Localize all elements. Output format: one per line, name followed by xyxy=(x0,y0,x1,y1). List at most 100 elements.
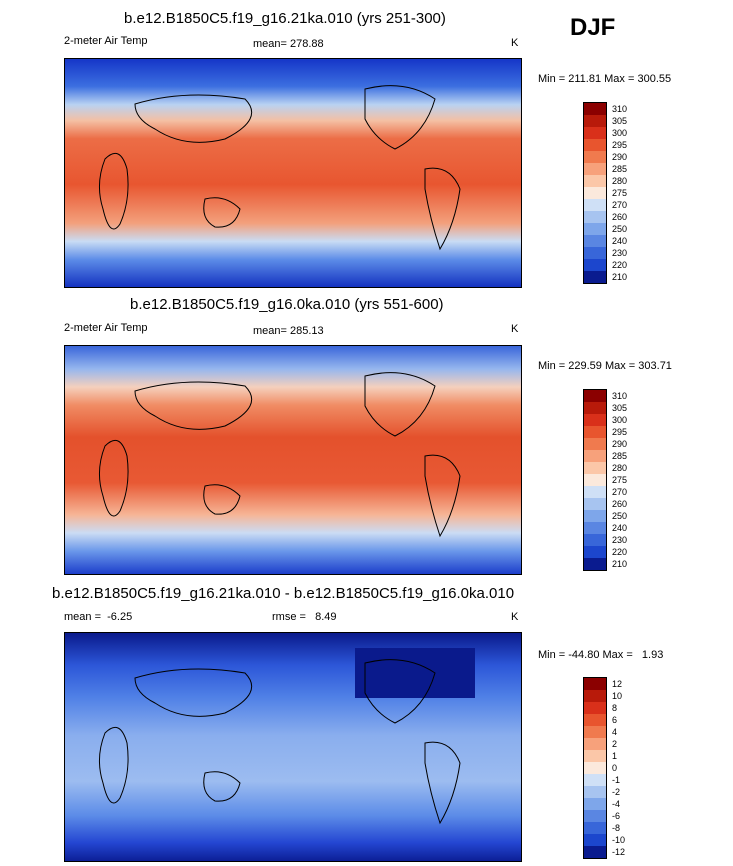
colorbar-tick-label: 285 xyxy=(612,164,628,174)
colorbar-tick-label: 250 xyxy=(612,224,628,234)
panel-1-units: K xyxy=(511,37,519,49)
panel-2-units: K xyxy=(511,323,519,335)
colorbar-tick-label: 220 xyxy=(612,547,628,557)
colorbar-tick-label: -8 xyxy=(612,823,621,833)
panel-1-mean: mean= 278.88 xyxy=(253,38,324,50)
colorbar-tick-label: 285 xyxy=(612,451,628,461)
colorbar-tick-label: 295 xyxy=(612,140,628,150)
colorbar-swatch xyxy=(584,247,606,260)
panel-2-title: b.e12.B1850C5.f19_g16.0ka.010 (yrs 551-6… xyxy=(130,296,444,313)
colorbar-tick-label: 240 xyxy=(612,236,628,246)
colorbar-tick-label: 290 xyxy=(612,152,628,162)
panel-3-mean: mean = -6.25 xyxy=(64,611,133,623)
colorbar-swatch xyxy=(584,786,606,799)
colorbar-tick-label: -12 xyxy=(612,847,626,857)
colorbar-tick-label: 6 xyxy=(612,715,618,725)
colorbar-swatch xyxy=(584,438,606,451)
colorbar-tick-label: 12 xyxy=(612,679,623,689)
colorbar-swatch xyxy=(584,486,606,499)
colorbar-swatch xyxy=(584,151,606,164)
colorbar-tick-label: 275 xyxy=(612,475,628,485)
panel-2-colorbar xyxy=(583,389,607,571)
season-label: DJF xyxy=(570,14,616,41)
colorbar-tick-label: 280 xyxy=(612,463,628,473)
colorbar-tick-label: 240 xyxy=(612,523,628,533)
colorbar-tick-label: 290 xyxy=(612,439,628,449)
colorbar-tick-label: 280 xyxy=(612,176,628,186)
colorbar-swatch xyxy=(584,798,606,811)
colorbar-swatch xyxy=(584,774,606,787)
colorbar-swatch xyxy=(584,235,606,248)
colorbar-tick-label: 250 xyxy=(612,511,628,521)
colorbar-tick-label: 2 xyxy=(612,739,618,749)
colorbar-swatch xyxy=(584,762,606,775)
panel-1-colorbar xyxy=(583,102,607,284)
colorbar-swatch xyxy=(584,726,606,739)
panel-2-variable-label: 2-meter Air Temp xyxy=(64,322,148,334)
panel-1-map xyxy=(64,58,522,288)
colorbar-tick-label: -4 xyxy=(612,799,621,809)
colorbar-swatch xyxy=(584,846,606,859)
colorbar-swatch xyxy=(584,546,606,559)
panel-1-colorbar-svg xyxy=(584,103,606,284)
panel-3-map-svg xyxy=(65,633,521,861)
panel-3-rmse: rmse = 8.49 xyxy=(272,611,337,623)
colorbar-tick-label: 230 xyxy=(612,535,628,545)
colorbar-swatch xyxy=(584,678,606,691)
colorbar-tick-label: 210 xyxy=(612,559,628,569)
colorbar-tick-label: 295 xyxy=(612,427,628,437)
colorbar-swatch xyxy=(584,822,606,835)
colorbar-tick-label: -6 xyxy=(612,811,621,821)
colorbar-swatch xyxy=(584,199,606,212)
panel-2-min-max: Min = 229.59 Max = 303.71 xyxy=(538,360,672,372)
colorbar-tick-label: 300 xyxy=(612,128,628,138)
colorbar-swatch xyxy=(584,402,606,415)
panel-2-colorbar-svg xyxy=(584,390,606,571)
panel-2-mean: mean= 285.13 xyxy=(253,325,324,337)
colorbar-swatch xyxy=(584,702,606,715)
colorbar-swatch xyxy=(584,834,606,847)
colorbar-swatch xyxy=(584,187,606,200)
colorbar-tick-label: -1 xyxy=(612,775,621,785)
colorbar-tick-label: 300 xyxy=(612,415,628,425)
colorbar-swatch xyxy=(584,738,606,751)
colorbar-tick-label: 260 xyxy=(612,212,628,222)
colorbar-swatch xyxy=(584,426,606,439)
panel-1-title: b.e12.B1850C5.f19_g16.21ka.010 (yrs 251-… xyxy=(124,10,446,27)
colorbar-swatch xyxy=(584,558,606,571)
panel-3-map xyxy=(64,632,522,862)
panel-1-colorbar-ticks: 310 305 300 295 290 285 280 275 270 260 250 240 230 2… xyxy=(612,104,652,284)
colorbar-swatch xyxy=(584,498,606,511)
panel-3-units: K xyxy=(511,611,519,623)
panel-3-title: b.e12.B1850C5.f19_g16.21ka.010 - b.e12.B… xyxy=(52,585,515,602)
colorbar-swatch xyxy=(584,714,606,727)
colorbar-tick-label: 10 xyxy=(612,691,623,701)
colorbar-tick-label: 0 xyxy=(612,763,618,773)
colorbar-tick-label: 305 xyxy=(612,403,628,413)
colorbar-swatch xyxy=(584,522,606,535)
panel-1-variable-label: 2-meter Air Temp xyxy=(64,35,148,47)
colorbar-swatch xyxy=(584,271,606,284)
colorbar-tick-label: 1 xyxy=(612,751,618,761)
colorbar-swatch xyxy=(584,103,606,116)
colorbar-tick-label: 8 xyxy=(612,703,618,713)
panel-3-colorbar xyxy=(583,677,607,859)
colorbar-swatch xyxy=(584,810,606,823)
panel-1-min-max: Min = 211.81 Max = 300.55 xyxy=(538,73,672,85)
colorbar-swatch xyxy=(584,139,606,152)
colorbar-swatch xyxy=(584,390,606,403)
colorbar-tick-label: 270 xyxy=(612,200,628,210)
colorbar-tick-label: 260 xyxy=(612,499,628,509)
colorbar-tick-label: 310 xyxy=(612,391,628,401)
colorbar-swatch xyxy=(584,750,606,763)
colorbar-swatch xyxy=(584,175,606,188)
colorbar-tick-label: 310 xyxy=(612,104,628,114)
colorbar-tick-label: -2 xyxy=(612,787,621,797)
colorbar-swatch xyxy=(584,414,606,427)
panel-2-colorbar-ticks: 310 305 300 295 290 285 280 275 270 260 250 240 230 2… xyxy=(612,391,652,571)
colorbar-swatch xyxy=(584,450,606,463)
colorbar-swatch xyxy=(584,211,606,224)
colorbar-tick-label: 230 xyxy=(612,248,628,258)
colorbar-swatch xyxy=(584,163,606,176)
colorbar-tick-label: 270 xyxy=(612,487,628,497)
